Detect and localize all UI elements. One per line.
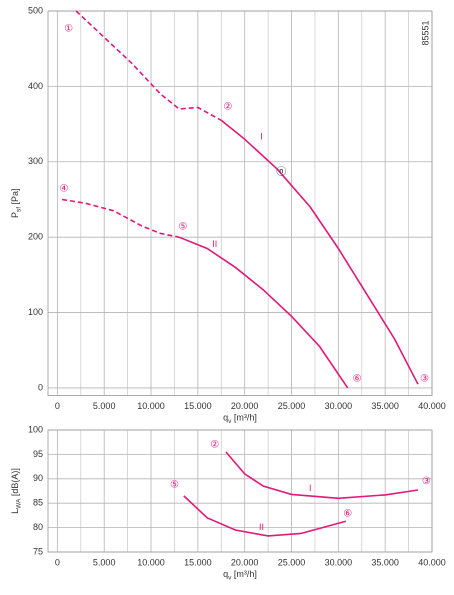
y-tick-label: 80 bbox=[33, 522, 43, 532]
plot-frame bbox=[47, 429, 433, 553]
axis-label-main: q bbox=[223, 413, 228, 423]
y-axis-label: LWA [dB(A)] bbox=[10, 468, 22, 514]
axis-label-sub: WA bbox=[15, 498, 22, 509]
x-tick-label: 20.000 bbox=[231, 557, 259, 567]
x-tick-label: 35.000 bbox=[371, 401, 399, 411]
x-tick-label: 30.000 bbox=[325, 557, 353, 567]
axis-label-unit: [m³/h] bbox=[231, 413, 257, 423]
y-tick-label: 95 bbox=[33, 449, 43, 459]
x-tick-label: 15.000 bbox=[184, 401, 212, 411]
curve bbox=[183, 495, 347, 537]
annotation: ② bbox=[210, 439, 219, 450]
curve bbox=[220, 119, 419, 385]
curve bbox=[75, 10, 222, 122]
axis-label-main: q bbox=[223, 569, 228, 579]
axis-label-main: P bbox=[10, 212, 20, 218]
x-tick-label: 40.000 bbox=[418, 557, 446, 567]
y-tick-label: 400 bbox=[28, 81, 43, 91]
annotation: I bbox=[309, 483, 312, 493]
x-tick-label: 10.000 bbox=[137, 401, 165, 411]
axis-label-unit: [dB(A)] bbox=[10, 468, 20, 499]
plot-frame bbox=[47, 10, 433, 396]
y-tick-label: 100 bbox=[28, 307, 43, 317]
annotation: II bbox=[212, 239, 217, 249]
y-tick-label: 0 bbox=[38, 382, 43, 392]
annotation: ⑥ bbox=[343, 509, 352, 520]
y-tick-label: 300 bbox=[28, 156, 43, 166]
annotation: I bbox=[260, 131, 263, 141]
curve bbox=[225, 451, 419, 500]
x-tick-label: 0 bbox=[55, 401, 60, 411]
y-tick-label: 200 bbox=[28, 232, 43, 242]
x-tick-label: 25.000 bbox=[278, 401, 306, 411]
y-tick-label: 85 bbox=[33, 498, 43, 508]
y-tick-label: 90 bbox=[33, 473, 43, 483]
y-tick-label: 100 bbox=[28, 424, 43, 434]
annotation: ② bbox=[223, 101, 232, 112]
x-tick-label: 40.000 bbox=[418, 401, 446, 411]
axis-label-sub: v bbox=[228, 574, 232, 581]
curve bbox=[61, 198, 180, 238]
x-tick-label: 10.000 bbox=[137, 557, 165, 567]
annotation: ③ bbox=[420, 374, 429, 385]
x-tick-label: 25.000 bbox=[278, 557, 306, 567]
x-tick-label: 5.000 bbox=[93, 401, 116, 411]
annotation: ③ bbox=[422, 476, 431, 487]
annotation: ⑤ bbox=[178, 221, 187, 232]
code-label: 85551 bbox=[420, 20, 430, 45]
annotation: ⑥ bbox=[353, 374, 362, 385]
axis-label-unit: [m³/h] bbox=[231, 569, 257, 579]
curve bbox=[178, 236, 349, 389]
annotation: ⑤ bbox=[170, 479, 179, 490]
axis-label-main: L bbox=[10, 509, 20, 514]
y-axis-label: Psf [Pa] bbox=[10, 188, 22, 218]
annotation: ⓝ bbox=[276, 166, 286, 178]
x-axis-label: qv [m³/h] bbox=[223, 413, 257, 425]
x-tick-label: 20.000 bbox=[231, 401, 259, 411]
x-tick-label: 5.000 bbox=[93, 557, 116, 567]
y-tick-label: 75 bbox=[33, 546, 43, 556]
axis-label-sub: v bbox=[228, 418, 232, 425]
x-tick-label: 15.000 bbox=[184, 557, 212, 567]
axis-label-unit: [Pa] bbox=[10, 188, 20, 207]
y-tick-label: 500 bbox=[28, 5, 43, 15]
x-tick-label: 35.000 bbox=[371, 557, 399, 567]
annotation: ① bbox=[64, 24, 73, 35]
x-tick-label: 0 bbox=[55, 557, 60, 567]
axis-label-sub: sf bbox=[15, 207, 22, 212]
x-tick-label: 30.000 bbox=[325, 401, 353, 411]
annotation: II bbox=[259, 522, 264, 532]
annotation: ④ bbox=[59, 184, 68, 195]
x-axis-label: qv [m³/h] bbox=[223, 569, 257, 581]
